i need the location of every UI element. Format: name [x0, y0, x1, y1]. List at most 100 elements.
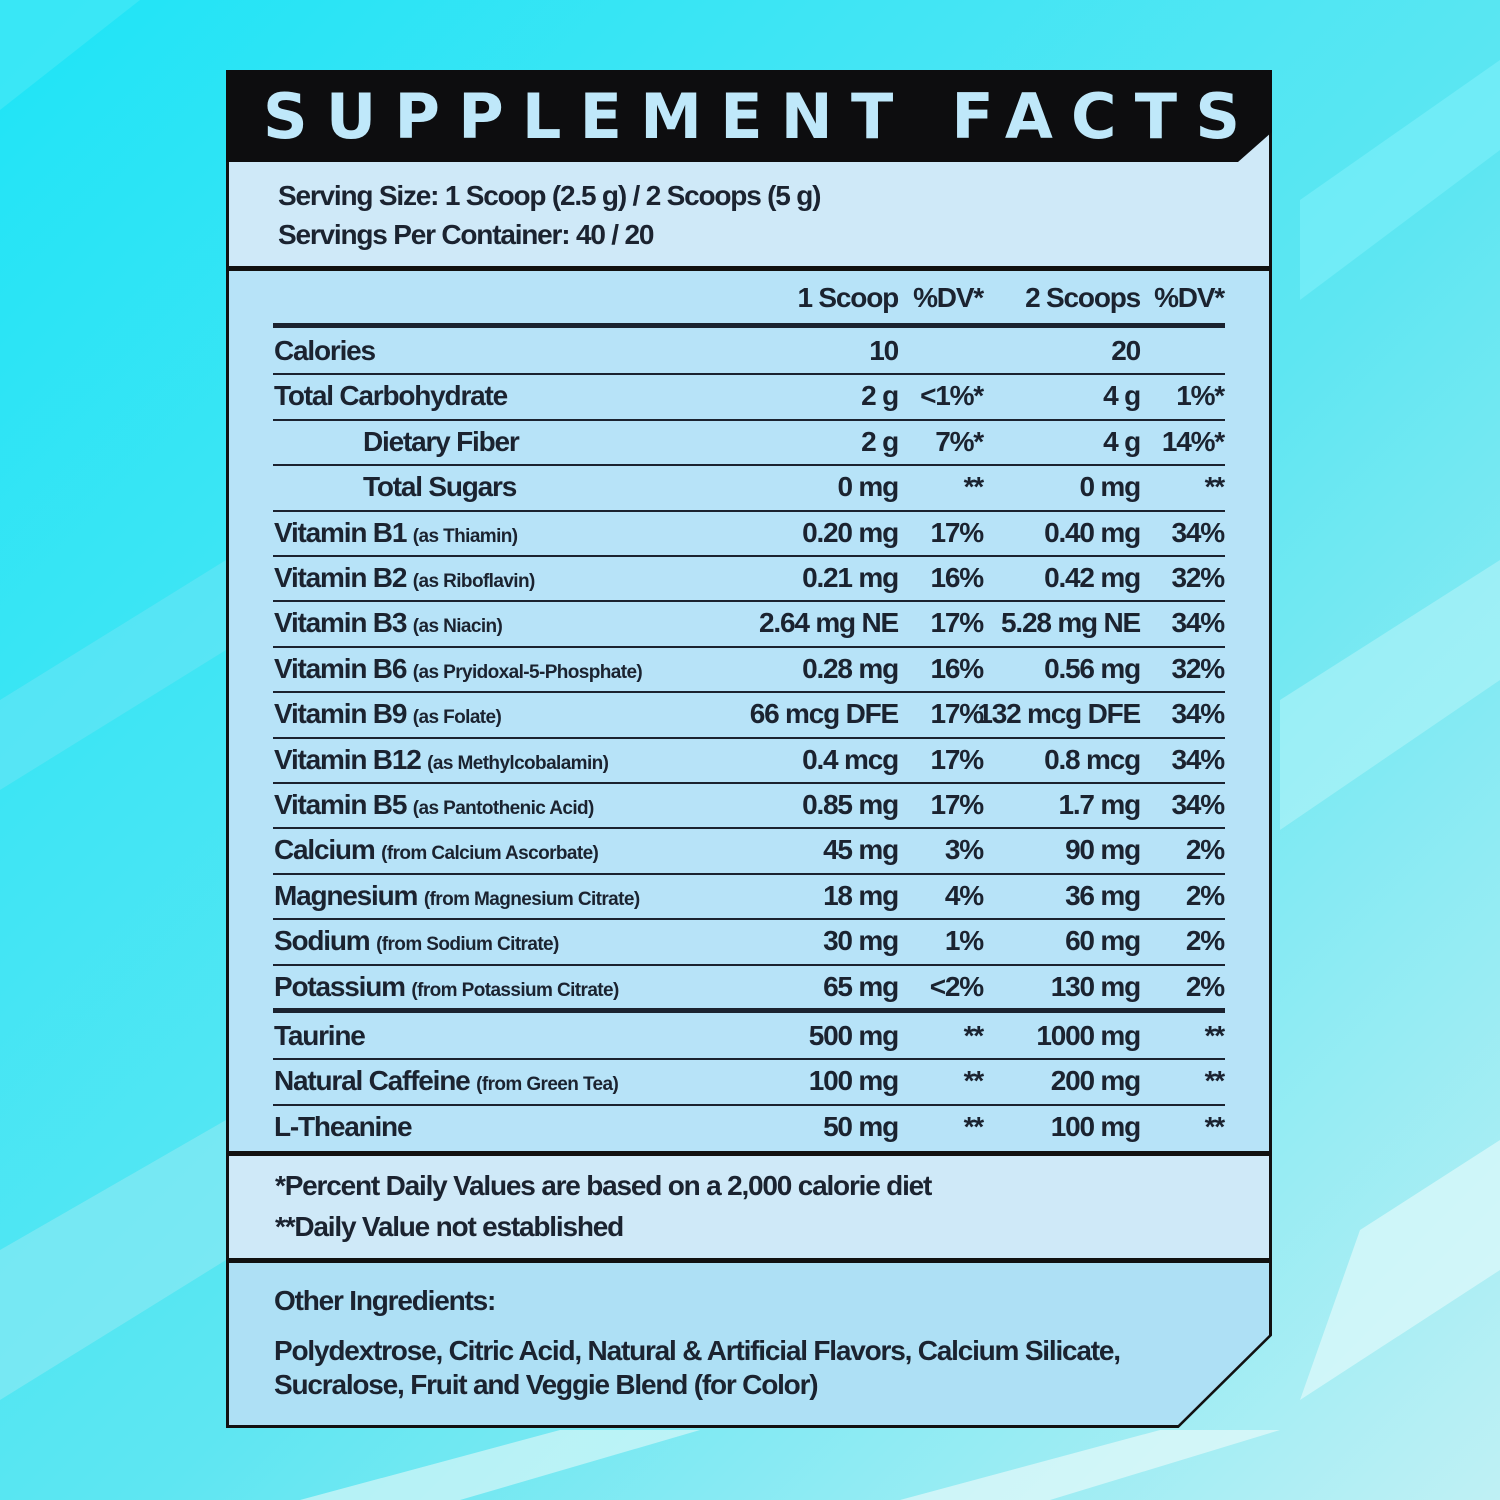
name: Vitamin B2	[274, 562, 407, 593]
daily-value: **	[963, 1110, 985, 1142]
amount: 50 mg	[823, 1110, 899, 1142]
daily-value: 17%	[930, 789, 985, 820]
nutrient-name: Natural Caffeine (from Green Tea)	[274, 1064, 619, 1102]
table-section-bg	[229, 270, 1269, 1154]
daily-value: 7%*	[935, 425, 984, 457]
supplement-panel: SUPPLEMENT FACTS Serving Size: 1 Scoop (…	[226, 70, 1272, 1428]
nutrient-name: L-Theanine	[274, 1110, 413, 1144]
qualifier: (from Magnesium Citrate)	[423, 888, 640, 910]
daily-value: 14%*	[1161, 425, 1225, 457]
panel-frame: SUPPLEMENT FACTS	[226, 70, 1272, 1428]
daily-value: **	[1204, 1020, 1226, 1051]
nutrient-name: Dietary Fiber	[363, 425, 520, 459]
amount: 0.20 mg	[802, 516, 899, 548]
column-header: 2 Scoops	[1025, 282, 1141, 313]
nutrient-name: Vitamin B1 (as Thiamin)	[274, 516, 518, 554]
qualifier: (as Niacin)	[412, 616, 503, 638]
amount: 0.56 mg	[1044, 652, 1141, 684]
nutrient-name: Vitamin B5 (as Pantothenic Acid)	[274, 788, 594, 826]
row-rule	[273, 872, 1225, 875]
nutrient-name: Vitamin B12 (as Methylcobalamin)	[274, 743, 609, 781]
row-rule	[273, 918, 1225, 921]
amount: 65 mg	[823, 970, 899, 1002]
stripe	[1280, 560, 1500, 830]
daily-value: 16%	[930, 652, 985, 684]
daily-value: 16%	[930, 562, 985, 593]
nutrient-name: Calories	[274, 334, 376, 368]
nutrient-name: Magnesium (from Magnesium Citrate)	[274, 879, 640, 917]
servings-per-container: Servings Per Container: 40 / 20	[278, 219, 654, 250]
name: Vitamin B9	[274, 698, 407, 730]
name: Sodium	[274, 925, 371, 957]
row-rule	[273, 1058, 1225, 1061]
row-rule	[273, 600, 1225, 603]
daily-value: **	[963, 1020, 985, 1051]
name: Vitamin B6	[274, 652, 407, 684]
row-rule	[273, 1103, 1225, 1106]
daily-value: <2%	[929, 970, 984, 1002]
amount: 0.28 mg	[802, 652, 899, 684]
qualifier: (as Pryidoxal-5-Phosphate)	[412, 661, 643, 683]
other-ingredients-text: Polydextrose, Citric Acid, Natural & Art…	[274, 1335, 1121, 1400]
amount: 20	[1111, 335, 1141, 366]
daily-value: 32%	[1171, 652, 1226, 684]
nutrient-name: Sodium (from Sodium Citrate)	[274, 924, 559, 962]
daily-value: 2%	[1185, 925, 1225, 957]
row-rule	[273, 464, 1225, 467]
qualifier: (from Calcium Ascorbate)	[381, 843, 599, 865]
amount: 10	[869, 335, 899, 366]
daily-value: **	[1204, 1065, 1226, 1097]
row-rule	[273, 555, 1225, 557]
amount: 500 mg	[808, 1020, 899, 1051]
header-bar	[226, 70, 1272, 162]
amount: 0.4 mcg	[802, 743, 899, 775]
stripe	[900, 1430, 1280, 1500]
nutrient-name: Taurine	[274, 1019, 366, 1053]
amount: 0 mg	[1079, 471, 1141, 503]
nutrient-name: Potassium (from Potassium Citrate)	[274, 970, 619, 1008]
daily-value: 2%	[1185, 970, 1225, 1002]
row-rule	[273, 691, 1225, 694]
qualifier: (from Green Tea)	[476, 1074, 619, 1096]
daily-value: 17%	[930, 743, 985, 775]
amount: 1000 mg	[1036, 1020, 1141, 1051]
amount: 2 g	[861, 380, 899, 412]
row-rule	[273, 373, 1225, 376]
column-header: %DV*	[913, 282, 984, 313]
qualifier: (as Riboflavin)	[412, 571, 536, 592]
amount: 0.42 mg	[1044, 562, 1141, 593]
daily-value: 1%	[944, 925, 984, 957]
daily-value: 34%	[1171, 698, 1226, 730]
daily-value: 34%	[1171, 516, 1226, 548]
name: Natural Caffeine	[274, 1065, 471, 1097]
qualifier: (as Pantothenic Acid)	[412, 798, 595, 819]
daily-value: 32%	[1171, 562, 1226, 593]
amount: 200 mg	[1050, 1065, 1141, 1097]
nutrient-name: Vitamin B3 (as Niacin)	[274, 606, 503, 644]
qualifier: (as Folate)	[412, 707, 502, 729]
nutrient-name: Vitamin B2 (as Riboflavin)	[274, 561, 535, 599]
name: Calories	[274, 335, 376, 366]
daily-value: 1%*	[1176, 380, 1225, 412]
row-rule	[273, 645, 1225, 648]
other-ingredients-label: Other Ingredients:	[274, 1285, 496, 1316]
amount: 90 mg	[1065, 834, 1141, 866]
name: Total Sugars	[363, 471, 517, 503]
amount: 2 g	[861, 425, 899, 457]
amount: 4 g	[1103, 425, 1141, 457]
qualifier: (as Thiamin)	[412, 525, 518, 547]
section-divider	[226, 1258, 1272, 1263]
daily-value: **	[963, 471, 985, 503]
amount: 36 mg	[1065, 879, 1141, 911]
amount: 0.8 mcg	[1044, 743, 1141, 775]
name: Calcium	[274, 834, 376, 866]
row-rule	[273, 782, 1225, 784]
name: Vitamin B5	[274, 789, 407, 820]
daily-value: 34%	[1171, 743, 1226, 775]
header-rule	[273, 323, 1225, 328]
group-rule	[273, 1008, 1225, 1013]
daily-value: 34%	[1171, 789, 1226, 820]
nutrient-name: Total Carbohydrate	[274, 379, 508, 413]
amount: 0.85 mg	[802, 789, 899, 820]
